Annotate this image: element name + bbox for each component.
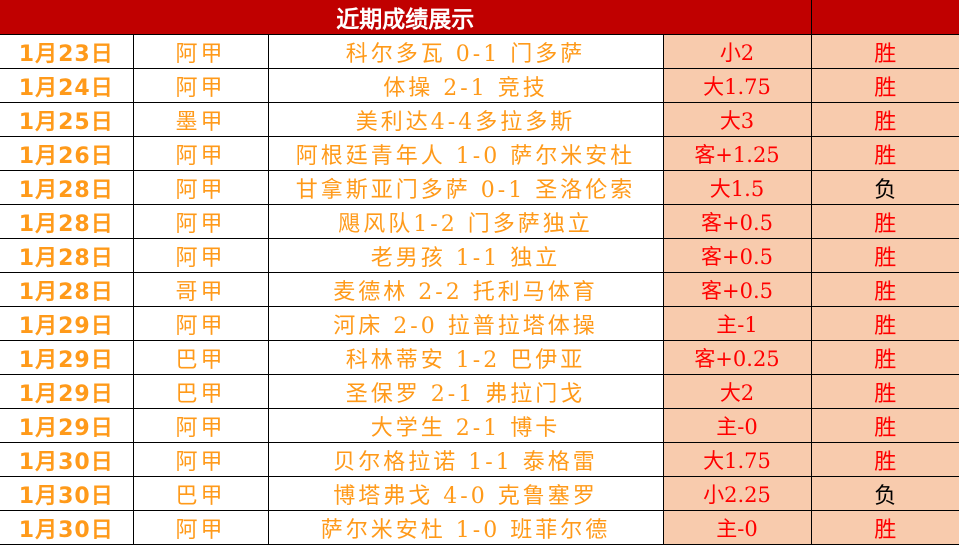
result-cell: 胜: [810, 34, 959, 69]
league-cell: 阿甲: [132, 442, 269, 477]
result-cell: 胜: [810, 340, 959, 375]
table-row: 1月28日 阿甲 飓风队1-2 门多萨独立 客+0.5 胜: [0, 204, 959, 239]
handicap-cell: 客+1.25: [662, 136, 812, 171]
result-cell: 负: [810, 170, 959, 205]
league-cell: 阿甲: [132, 170, 269, 205]
handicap-cell: 主-0: [662, 408, 812, 443]
result-cell: 胜: [810, 136, 959, 171]
match-cell: 老男孩 1-1 独立: [267, 238, 664, 273]
league-cell: 阿甲: [132, 238, 269, 273]
table-row: 1月28日 阿甲 老男孩 1-1 独立 客+0.5 胜: [0, 238, 959, 273]
result-cell: 胜: [810, 68, 959, 103]
date-cell: 1月24日: [0, 68, 134, 103]
handicap-cell: 大3: [662, 102, 812, 137]
match-cell: 麦德林 2-2 托利马体育: [267, 272, 664, 307]
table-row: 1月24日 阿甲 体操 2-1 竞技 大1.75 胜: [0, 68, 959, 103]
handicap-cell: 主-1: [662, 306, 812, 341]
header-row: 近期成绩展示: [0, 0, 959, 35]
date-cell: 1月28日: [0, 238, 134, 273]
table-row: 1月29日 阿甲 河床 2-0 拉普拉塔体操 主-1 胜: [0, 306, 959, 341]
league-cell: 阿甲: [132, 408, 269, 443]
date-cell: 1月25日: [0, 102, 134, 137]
league-cell: 巴甲: [132, 476, 269, 511]
result-cell: 胜: [810, 102, 959, 137]
match-cell: 体操 2-1 竞技: [267, 68, 664, 103]
league-cell: 阿甲: [132, 510, 269, 545]
handicap-cell: 客+0.5: [662, 238, 812, 273]
handicap-cell: 大1.5: [662, 170, 812, 205]
match-cell: 贝尔格拉诺 1-1 泰格雷: [267, 442, 664, 477]
results-table: 近期成绩展示 1月23日 阿甲 科尔多瓦 0-1 门多萨 小2 胜 1月24日 阿甲 体操 2…: [0, 0, 959, 545]
match-cell: 阿根廷青年人 1-0 萨尔米安杜: [267, 136, 664, 171]
handicap-cell: 客+0.5: [662, 204, 812, 239]
table-row: 1月26日 阿甲 阿根廷青年人 1-0 萨尔米安杜 客+1.25 胜: [0, 136, 959, 171]
league-cell: 哥甲: [132, 272, 269, 307]
match-cell: 河床 2-0 拉普拉塔体操: [267, 306, 664, 341]
result-cell: 胜: [810, 238, 959, 273]
result-cell: 胜: [810, 204, 959, 239]
match-cell: 圣保罗 2-1 弗拉门戈: [267, 374, 664, 409]
date-cell: 1月29日: [0, 306, 134, 341]
match-cell: 美利达4-4多拉多斯: [267, 102, 664, 137]
date-cell: 1月29日: [0, 374, 134, 409]
date-cell: 1月29日: [0, 408, 134, 443]
date-cell: 1月30日: [0, 442, 134, 477]
handicap-cell: 客+0.5: [662, 272, 812, 307]
table-row: 1月29日 巴甲 圣保罗 2-1 弗拉门戈 大2 胜: [0, 374, 959, 409]
league-cell: 阿甲: [132, 204, 269, 239]
table-row: 1月29日 阿甲 大学生 2-1 博卡 主-0 胜: [0, 408, 959, 443]
match-cell: 科林蒂安 1-2 巴伊亚: [267, 340, 664, 375]
table-row: 1月23日 阿甲 科尔多瓦 0-1 门多萨 小2 胜: [0, 34, 959, 69]
date-cell: 1月28日: [0, 170, 134, 205]
handicap-cell: 小2.25: [662, 476, 812, 511]
league-cell: 阿甲: [132, 68, 269, 103]
league-cell: 巴甲: [132, 340, 269, 375]
match-cell: 萨尔米安杜 1-0 班菲尔德: [267, 510, 664, 545]
date-cell: 1月26日: [0, 136, 134, 171]
result-cell: 胜: [810, 408, 959, 443]
result-cell: 胜: [810, 510, 959, 545]
table-row: 1月30日 阿甲 萨尔米安杜 1-0 班菲尔德 主-0 胜: [0, 510, 959, 545]
match-cell: 博塔弗戈 4-0 克鲁塞罗: [267, 476, 664, 511]
date-cell: 1月30日: [0, 510, 134, 545]
date-cell: 1月29日: [0, 340, 134, 375]
league-cell: 阿甲: [132, 306, 269, 341]
date-cell: 1月28日: [0, 272, 134, 307]
table-row: 1月28日 阿甲 甘拿斯亚门多萨 0-1 圣洛伦索 大1.5 负: [0, 170, 959, 205]
handicap-cell: 大2: [662, 374, 812, 409]
table-title: 近期成绩展示: [0, 0, 811, 35]
date-cell: 1月30日: [0, 476, 134, 511]
table-row: 1月29日 巴甲 科林蒂安 1-2 巴伊亚 客+0.25 胜: [0, 340, 959, 375]
table-row: 1月30日 阿甲 贝尔格拉诺 1-1 泰格雷 大1.75 胜: [0, 442, 959, 477]
result-cell: 胜: [810, 272, 959, 307]
table-row: 1月25日 墨甲 美利达4-4多拉多斯 大3 胜: [0, 102, 959, 137]
league-cell: 巴甲: [132, 374, 269, 409]
handicap-cell: 大1.75: [662, 442, 812, 477]
league-cell: 阿甲: [132, 136, 269, 171]
date-cell: 1月23日: [0, 34, 134, 69]
date-cell: 1月28日: [0, 204, 134, 239]
handicap-cell: 小2: [662, 34, 812, 69]
result-cell: 胜: [810, 442, 959, 477]
result-cell: 负: [810, 476, 959, 511]
match-cell: 大学生 2-1 博卡: [267, 408, 664, 443]
header-extra-cell: [810, 0, 959, 35]
match-cell: 甘拿斯亚门多萨 0-1 圣洛伦索: [267, 170, 664, 205]
table-row: 1月28日 哥甲 麦德林 2-2 托利马体育 客+0.5 胜: [0, 272, 959, 307]
table-row: 1月30日 巴甲 博塔弗戈 4-0 克鲁塞罗 小2.25 负: [0, 476, 959, 511]
match-cell: 科尔多瓦 0-1 门多萨: [267, 34, 664, 69]
result-cell: 胜: [810, 374, 959, 409]
league-cell: 阿甲: [132, 34, 269, 69]
league-cell: 墨甲: [132, 102, 269, 137]
handicap-cell: 主-0: [662, 510, 812, 545]
result-cell: 胜: [810, 306, 959, 341]
handicap-cell: 客+0.25: [662, 340, 812, 375]
match-cell: 飓风队1-2 门多萨独立: [267, 204, 664, 239]
handicap-cell: 大1.75: [662, 68, 812, 103]
